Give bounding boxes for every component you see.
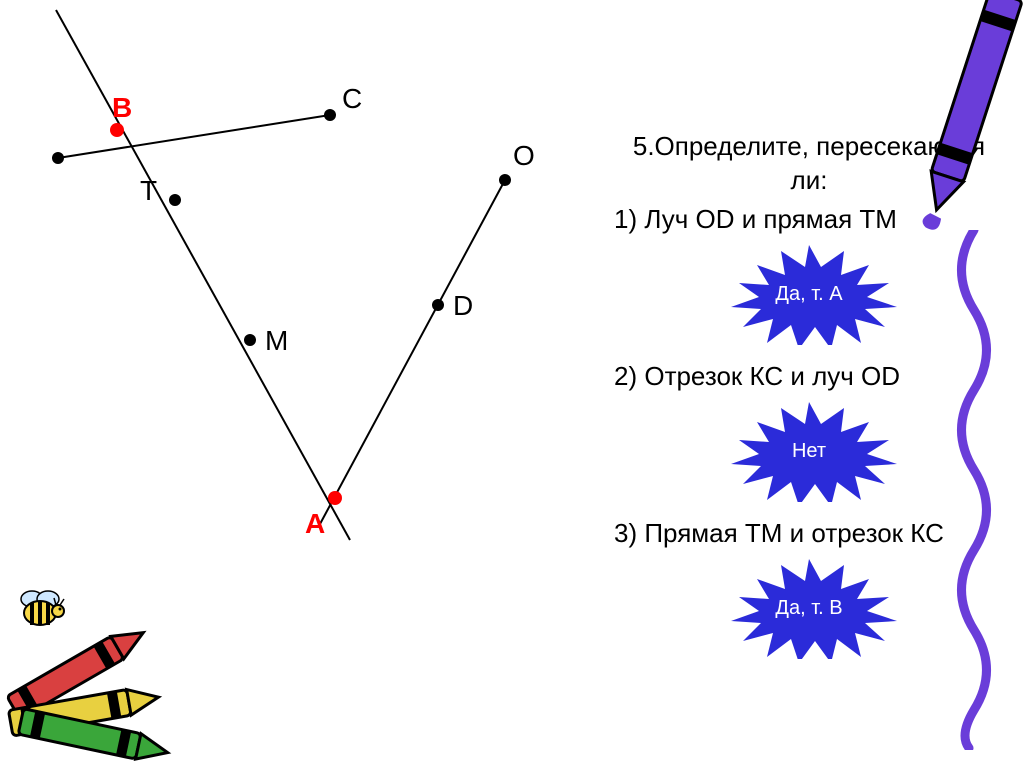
label-d: D (453, 290, 473, 322)
label-o: O (513, 140, 535, 172)
point-m (244, 334, 256, 346)
label-t: T (140, 175, 157, 207)
crayon-top-decor (904, 0, 1024, 245)
point-t (169, 194, 181, 206)
label-c: C (342, 83, 362, 115)
answer-2-star: Нет (709, 402, 909, 502)
label-b: B (112, 92, 132, 124)
diagram-svg (0, 0, 600, 600)
answer-2-text: Нет (709, 402, 909, 502)
answer-1-star: Да, т. А (709, 245, 909, 345)
point-c (324, 109, 336, 121)
answer-3-text: Да, т. В (709, 559, 909, 659)
line-tm (56, 10, 350, 540)
point-o (499, 174, 511, 186)
point-b (110, 123, 124, 137)
point-k (52, 152, 64, 164)
point-d (432, 299, 444, 311)
answer-3-star: Да, т. В (709, 559, 909, 659)
answer-1-text: Да, т. А (709, 245, 909, 345)
segment-kc (58, 115, 330, 158)
label-a: A (305, 508, 325, 540)
label-m: M (265, 325, 288, 357)
squiggle-decor (944, 230, 1004, 755)
bee-decor (10, 583, 70, 638)
ray-od (320, 180, 505, 524)
point-a (328, 491, 342, 505)
